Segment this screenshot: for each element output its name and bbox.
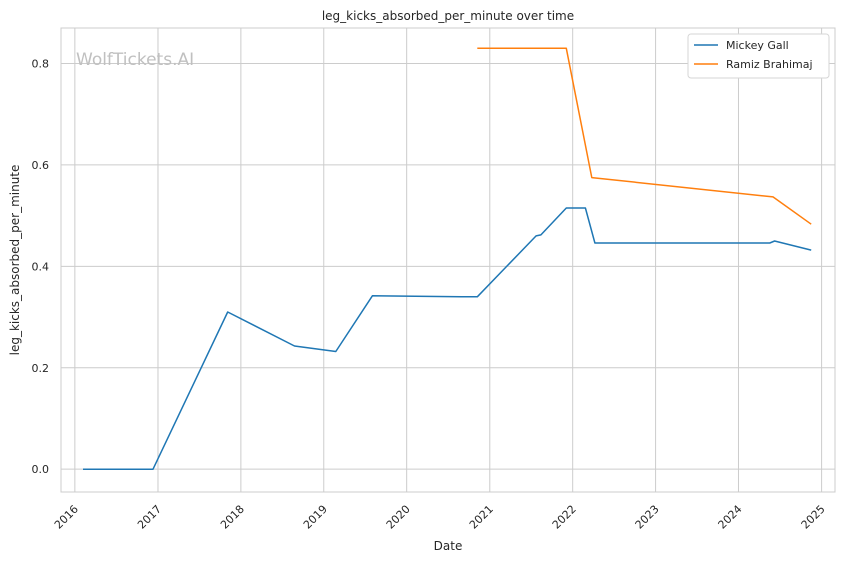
y-axis-ticks: 0.0 0.2 0.4 0.6 0.8 [32, 57, 50, 476]
watermark-text: WolfTickets.AI [76, 50, 194, 70]
y-tick-label: 0.0 [32, 463, 50, 476]
grid-lines [61, 28, 835, 492]
series-line-1 [477, 47, 812, 225]
y-tick-label: 0.2 [32, 362, 50, 375]
y-tick-label: 0.4 [32, 260, 50, 273]
legend: Mickey Gall Ramiz Brahimaj [687, 33, 830, 79]
series-layer [83, 47, 812, 470]
series-line-0 [83, 207, 812, 470]
chart-title: leg_kicks_absorbed_per_minute over time [322, 9, 574, 23]
legend-box [687, 33, 830, 79]
y-tick-label: 0.6 [32, 159, 50, 172]
legend-entry: Mickey Gall [726, 39, 789, 52]
legend-entry: Ramiz Brahimaj [726, 58, 813, 71]
y-tick-label: 0.8 [32, 57, 50, 70]
plot-area-frame [60, 27, 836, 493]
x-axis-label: Date [434, 539, 463, 553]
y-axis-label: leg_kicks_absorbed_per_minute [8, 165, 22, 356]
